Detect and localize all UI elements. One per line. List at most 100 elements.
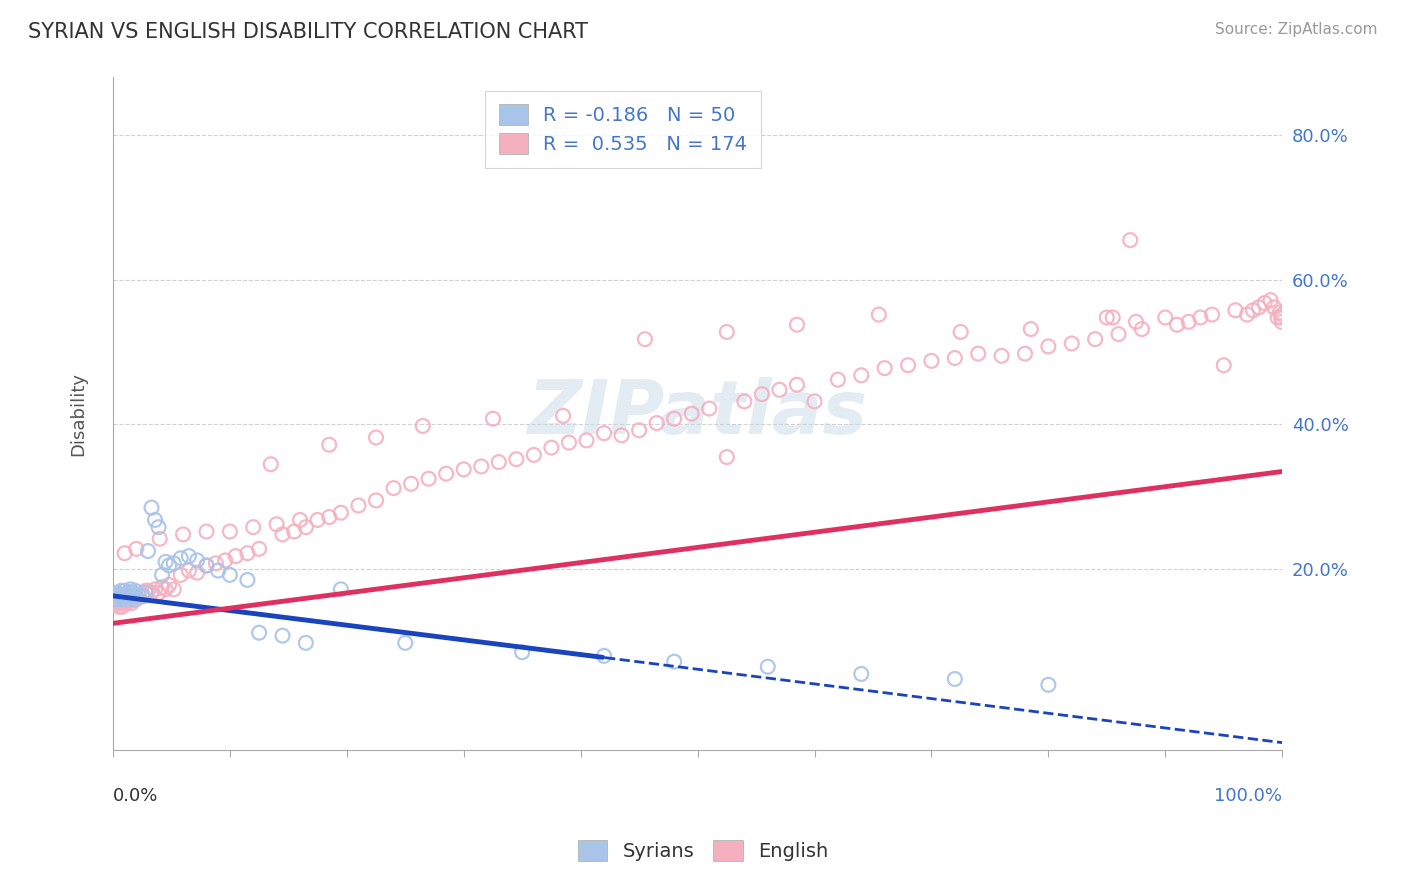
Point — [523, 448, 546, 462]
Point — [488, 455, 510, 469]
Point — [329, 582, 352, 597]
Point — [664, 655, 686, 669]
Point — [114, 590, 136, 604]
Point — [716, 325, 738, 339]
Point — [108, 589, 131, 603]
Point — [121, 590, 143, 604]
Point — [107, 591, 129, 605]
Point — [418, 472, 440, 486]
Point — [266, 517, 288, 532]
Point — [195, 558, 218, 573]
Point — [141, 500, 163, 515]
Point — [1201, 308, 1223, 322]
Text: SYRIAN VS ENGLISH DISABILITY CORRELATION CHART: SYRIAN VS ENGLISH DISABILITY CORRELATION… — [28, 22, 588, 42]
Point — [897, 358, 920, 372]
Point — [214, 553, 236, 567]
Point — [716, 450, 738, 464]
Point — [148, 586, 170, 600]
Point — [120, 582, 142, 597]
Point — [125, 592, 148, 607]
Point — [114, 592, 136, 607]
Point — [218, 524, 240, 539]
Point — [236, 573, 259, 587]
Point — [163, 582, 186, 597]
Point — [453, 462, 475, 476]
Point — [170, 551, 193, 566]
Point — [157, 558, 180, 573]
Point — [295, 636, 318, 650]
Text: 100.0%: 100.0% — [1215, 787, 1282, 805]
Point — [1271, 308, 1294, 322]
Point — [943, 672, 966, 686]
Point — [218, 567, 240, 582]
Point — [645, 416, 668, 430]
Point — [1101, 310, 1123, 325]
Point — [1189, 310, 1212, 325]
Point — [122, 592, 145, 607]
Point — [247, 625, 270, 640]
Point — [149, 532, 172, 546]
Point — [104, 592, 127, 607]
Point — [260, 457, 283, 471]
Point — [510, 645, 533, 659]
Point — [205, 557, 228, 571]
Point — [128, 589, 150, 603]
Point — [225, 549, 247, 563]
Point — [1247, 301, 1270, 315]
Point — [122, 592, 145, 607]
Point — [610, 428, 633, 442]
Point — [1125, 315, 1147, 329]
Point — [105, 589, 128, 603]
Point — [347, 499, 370, 513]
Point — [593, 426, 616, 441]
Point — [114, 596, 136, 610]
Point — [157, 578, 180, 592]
Point — [382, 481, 405, 495]
Point — [247, 541, 270, 556]
Point — [135, 583, 157, 598]
Point — [664, 411, 686, 425]
Point — [172, 527, 194, 541]
Point — [575, 434, 598, 448]
Point — [1108, 327, 1130, 342]
Point — [1014, 346, 1036, 360]
Point — [112, 592, 135, 607]
Point — [177, 549, 200, 563]
Point — [136, 583, 159, 598]
Point — [505, 452, 527, 467]
Point — [105, 597, 128, 611]
Point — [628, 423, 651, 437]
Point — [786, 377, 808, 392]
Point — [943, 351, 966, 365]
Point — [1241, 303, 1264, 318]
Point — [186, 553, 208, 567]
Point — [329, 506, 352, 520]
Point — [558, 435, 581, 450]
Point — [593, 648, 616, 663]
Point — [131, 590, 153, 604]
Point — [1084, 332, 1107, 346]
Point — [114, 583, 136, 598]
Point — [540, 441, 562, 455]
Point — [1270, 310, 1292, 325]
Point — [920, 354, 942, 368]
Point — [125, 590, 148, 604]
Point — [1263, 301, 1285, 315]
Point — [1236, 308, 1258, 322]
Point — [117, 590, 139, 604]
Point — [873, 361, 896, 376]
Point — [1119, 233, 1142, 247]
Point — [318, 510, 340, 524]
Point — [124, 589, 146, 603]
Point — [195, 558, 218, 573]
Point — [143, 582, 166, 597]
Point — [177, 564, 200, 578]
Point — [1166, 318, 1188, 332]
Point — [990, 349, 1012, 363]
Point — [110, 583, 132, 598]
Point — [117, 591, 139, 605]
Point — [1268, 305, 1291, 319]
Point — [1260, 293, 1282, 307]
Point — [148, 520, 170, 534]
Point — [121, 586, 143, 600]
